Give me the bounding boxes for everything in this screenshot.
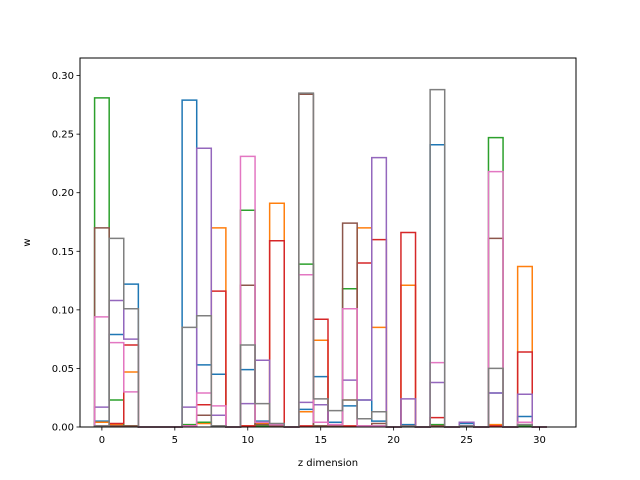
series-5-step (93, 147, 547, 428)
series-2-step (93, 202, 547, 428)
series-4-step (93, 231, 547, 428)
x-axis-label: z dimension (298, 458, 358, 469)
x-tick-label: 25 (460, 435, 473, 446)
y-tick-label: 0.15 (52, 247, 74, 258)
series-1-step (93, 99, 547, 428)
x-tick-label: 15 (314, 435, 327, 446)
plot-frame (79, 57, 577, 428)
series-3-step (93, 97, 547, 428)
x-tick-label: 0 (99, 435, 105, 446)
x-axis: 0 5 10 15 20 25 30 (99, 427, 546, 446)
x-tick-label: 10 (241, 435, 254, 446)
x-tick-label: 5 (172, 435, 178, 446)
y-tick-label: 0.10 (52, 305, 74, 316)
y-axis: 0.00 0.05 0.10 0.15 0.20 0.25 0.30 (52, 71, 80, 434)
y-tick-label: 0.05 (52, 364, 74, 375)
y-tick-label: 0.00 (52, 423, 74, 434)
series-layer (93, 88, 547, 428)
y-axis-label: w (22, 238, 33, 246)
y-tick-label: 0.20 (52, 188, 74, 199)
x-tick-label: 30 (533, 435, 546, 446)
y-tick-label: 0.30 (52, 71, 74, 82)
y-tick-label: 0.25 (52, 130, 74, 141)
series-7-step (93, 155, 547, 428)
x-tick-label: 20 (387, 435, 400, 446)
